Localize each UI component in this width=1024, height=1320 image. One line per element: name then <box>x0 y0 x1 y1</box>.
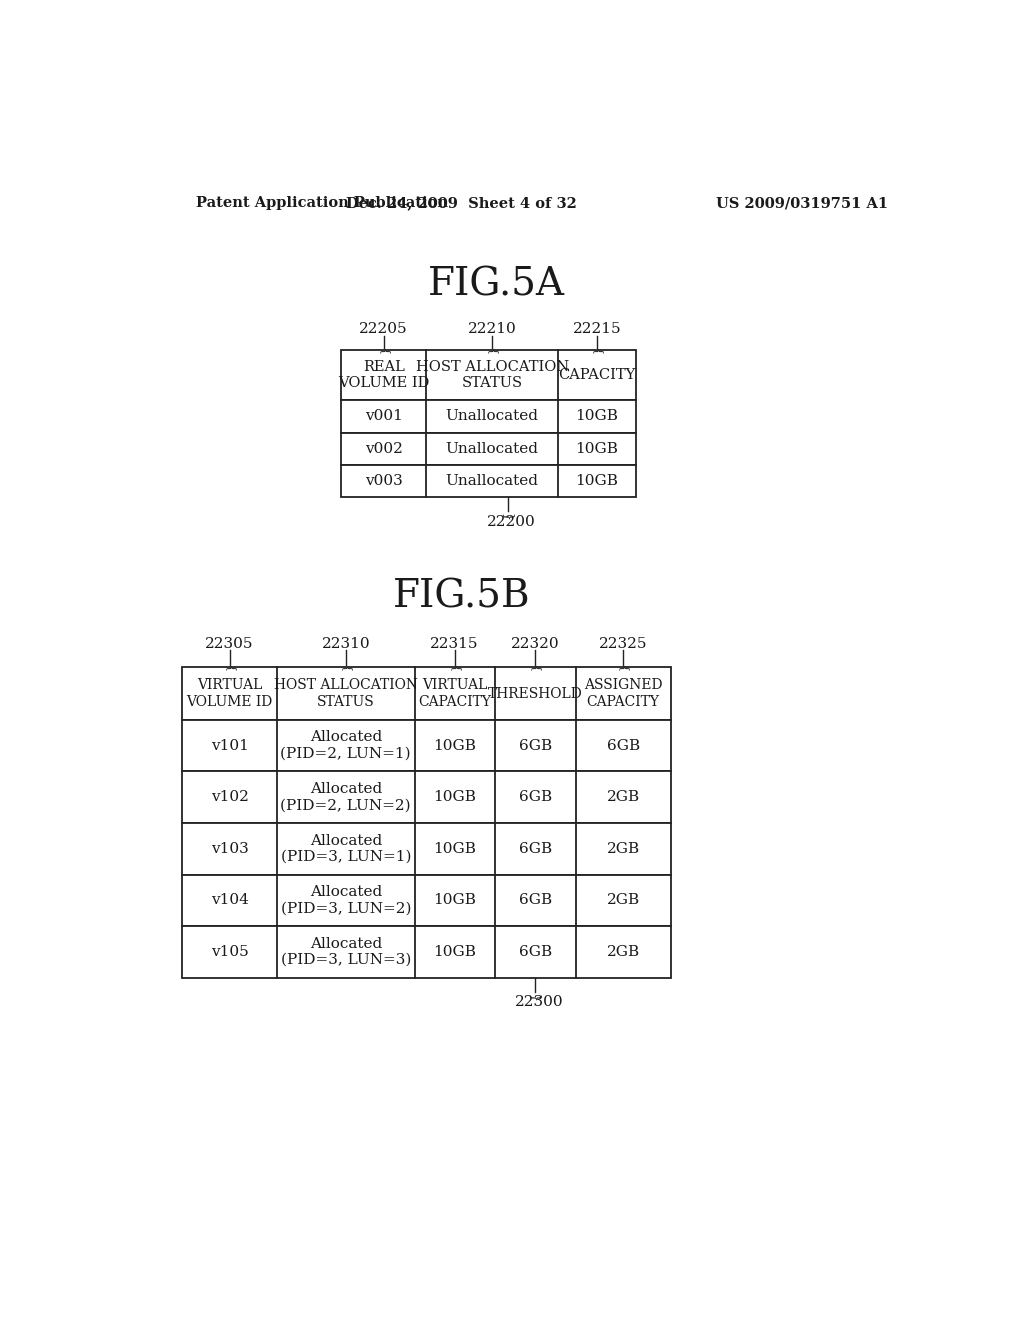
Text: 22325: 22325 <box>599 636 647 651</box>
Text: {: { <box>502 511 514 519</box>
Text: v102: v102 <box>211 791 249 804</box>
Text: VIRTUAL
VOLUME ID: VIRTUAL VOLUME ID <box>186 678 272 709</box>
Text: Unallocated: Unallocated <box>445 474 539 488</box>
Text: VIRTUAL
CAPACITY: VIRTUAL CAPACITY <box>418 678 492 709</box>
Bar <box>341 400 636 433</box>
Text: {: { <box>486 348 498 355</box>
Text: {: { <box>617 665 629 672</box>
Text: v003: v003 <box>365 474 402 488</box>
Text: 10GB: 10GB <box>433 945 476 958</box>
Text: Allocated
(PID=2, LUN=2): Allocated (PID=2, LUN=2) <box>281 781 411 812</box>
Text: Patent Application Publication: Patent Application Publication <box>197 197 449 210</box>
Bar <box>182 927 671 978</box>
Bar <box>182 822 671 874</box>
Bar <box>182 874 671 927</box>
Text: {: { <box>529 665 541 672</box>
Text: v104: v104 <box>211 894 249 907</box>
Text: {: { <box>450 665 460 672</box>
Text: 6GB: 6GB <box>519 842 552 855</box>
Text: 2GB: 2GB <box>606 842 640 855</box>
Text: 6GB: 6GB <box>519 894 552 907</box>
Text: US 2009/0319751 A1: US 2009/0319751 A1 <box>716 197 888 210</box>
Text: v001: v001 <box>365 409 402 424</box>
Text: 22205: 22205 <box>359 322 408 337</box>
Text: Allocated
(PID=3, LUN=3): Allocated (PID=3, LUN=3) <box>281 937 411 968</box>
Text: REAL
VOLUME ID: REAL VOLUME ID <box>338 360 429 391</box>
Text: 22310: 22310 <box>322 636 370 651</box>
Text: FIG.5B: FIG.5B <box>392 578 530 616</box>
Text: v002: v002 <box>365 442 402 455</box>
Text: ASSIGNED
CAPACITY: ASSIGNED CAPACITY <box>584 678 663 709</box>
Text: Allocated
(PID=3, LUN=2): Allocated (PID=3, LUN=2) <box>281 886 411 915</box>
Text: THRESHOLD: THRESHOLD <box>487 686 583 701</box>
Text: 22210: 22210 <box>468 322 517 337</box>
Text: 22305: 22305 <box>205 636 254 651</box>
Bar <box>341 465 636 498</box>
Bar <box>341 350 636 400</box>
Text: {: { <box>528 991 542 999</box>
Text: Unallocated: Unallocated <box>445 409 539 424</box>
Text: HOST ALLOCATION
STATUS: HOST ALLOCATION STATUS <box>273 678 418 709</box>
Text: 22215: 22215 <box>572 322 622 337</box>
Text: 6GB: 6GB <box>519 738 552 752</box>
Text: FIG.5A: FIG.5A <box>428 267 564 304</box>
Text: 22300: 22300 <box>515 995 563 1010</box>
Bar <box>182 771 671 822</box>
Text: 2GB: 2GB <box>606 945 640 958</box>
Text: 6GB: 6GB <box>606 738 640 752</box>
Text: 10GB: 10GB <box>575 442 618 455</box>
Text: CAPACITY: CAPACITY <box>558 368 636 383</box>
Text: 10GB: 10GB <box>575 409 618 424</box>
Text: Allocated
(PID=2, LUN=1): Allocated (PID=2, LUN=1) <box>281 730 411 760</box>
Text: 10GB: 10GB <box>433 894 476 907</box>
Text: v105: v105 <box>211 945 249 958</box>
Bar <box>182 668 671 719</box>
Text: 22200: 22200 <box>487 515 536 529</box>
Text: Allocated
(PID=3, LUN=1): Allocated (PID=3, LUN=1) <box>281 834 411 863</box>
Bar <box>341 433 636 465</box>
Text: {: { <box>378 348 389 355</box>
Text: 2GB: 2GB <box>606 791 640 804</box>
Text: 10GB: 10GB <box>575 474 618 488</box>
Text: 10GB: 10GB <box>433 842 476 855</box>
Text: 2GB: 2GB <box>606 894 640 907</box>
Text: {: { <box>224 665 234 672</box>
Text: 10GB: 10GB <box>433 738 476 752</box>
Text: 22315: 22315 <box>430 636 479 651</box>
Text: 10GB: 10GB <box>433 791 476 804</box>
Text: 6GB: 6GB <box>519 791 552 804</box>
Text: 22320: 22320 <box>511 636 559 651</box>
Text: {: { <box>340 665 351 672</box>
Bar <box>182 719 671 771</box>
Text: HOST ALLOCATION
STATUS: HOST ALLOCATION STATUS <box>416 360 569 391</box>
Text: Dec. 24, 2009  Sheet 4 of 32: Dec. 24, 2009 Sheet 4 of 32 <box>346 197 577 210</box>
Text: {: { <box>592 348 602 355</box>
Text: 6GB: 6GB <box>519 945 552 958</box>
Text: Unallocated: Unallocated <box>445 442 539 455</box>
Text: v101: v101 <box>211 738 249 752</box>
Text: v103: v103 <box>211 842 249 855</box>
